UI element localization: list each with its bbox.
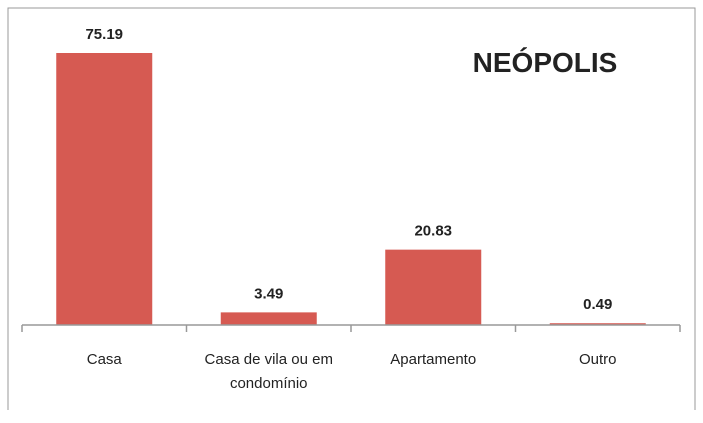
x-tick-label: Casa — [87, 351, 123, 368]
bar — [385, 249, 482, 325]
chart-title: NEÓPOLIS — [473, 47, 618, 78]
chart-frame — [7, 7, 696, 410]
bar — [220, 312, 317, 325]
bar — [56, 53, 153, 325]
value-label: 0.49 — [583, 296, 612, 313]
value-label: 20.83 — [414, 223, 452, 240]
x-tick-label: Casa de vila ou em condomínio — [205, 351, 333, 392]
x-tick-label: Outro — [579, 351, 617, 368]
bar — [549, 323, 646, 325]
value-label: 75.19 — [85, 26, 123, 43]
x-tick-label: Apartamento — [390, 351, 476, 368]
value-label: 3.49 — [254, 285, 283, 302]
